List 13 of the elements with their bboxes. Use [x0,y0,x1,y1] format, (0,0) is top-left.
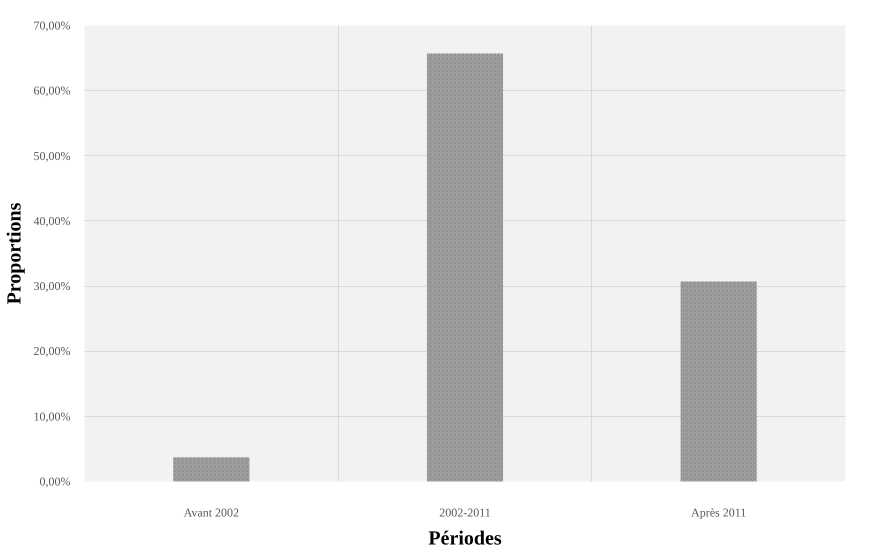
y-tick-label: 30,00% [34,279,71,294]
x-tick-label: Avant 2002 [184,506,240,520]
y-tick-label: 50,00% [34,148,71,163]
y-tick-label: 60,00% [34,84,71,98]
y-tick-label: 20,00% [34,344,71,358]
y-tick-label: 40,00% [34,214,71,228]
x-axis-title: Périodes [428,528,502,550]
y-axis-title: Proportions [4,202,26,304]
y-tick-label: 70,00% [34,18,71,32]
y-tick-label: 0,00% [40,474,71,488]
x-tick-label: 2002-2011 [439,506,491,520]
x-tick-label: Après 2011 [691,506,746,520]
y-tick-label: 10,00% [34,409,71,424]
